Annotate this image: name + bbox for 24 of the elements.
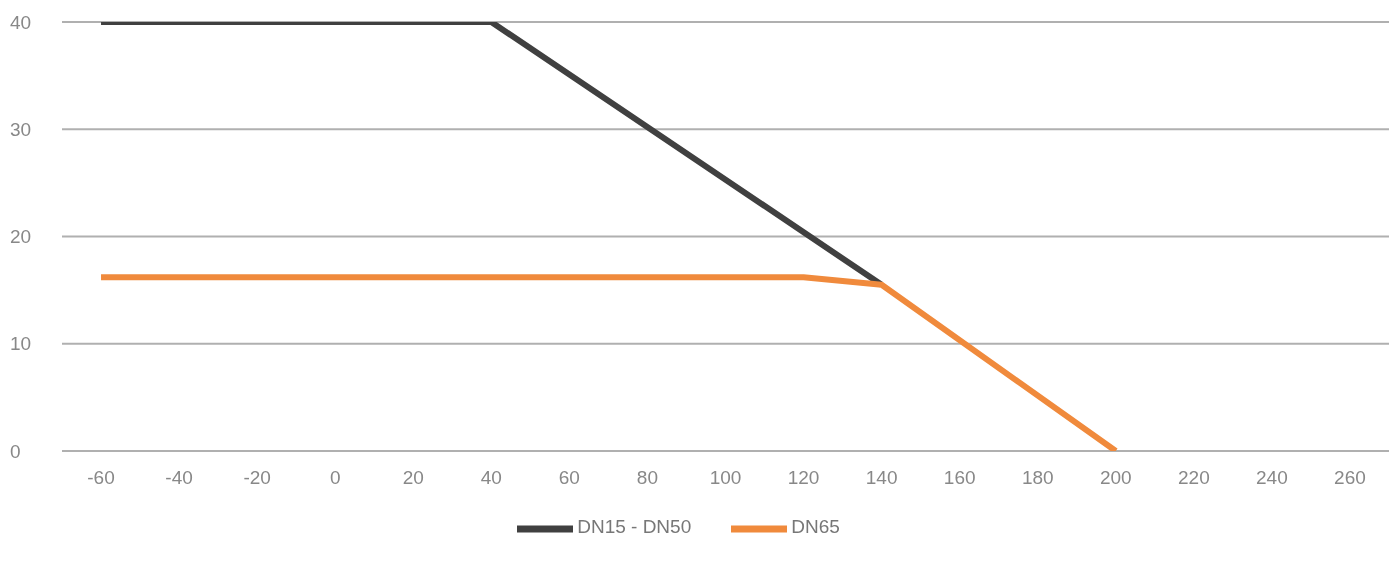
y-tick-label: 0 bbox=[10, 440, 21, 462]
x-tick-label: 80 bbox=[636, 467, 659, 489]
x-tick-label: 260 bbox=[1334, 467, 1366, 489]
x-tick-label: 40 bbox=[480, 467, 502, 489]
x-tick-label: 220 bbox=[1178, 467, 1210, 489]
x-tick-label: 60 bbox=[558, 467, 580, 489]
x-tick-label: 20 bbox=[402, 467, 424, 489]
legend-label: DN65 bbox=[791, 516, 840, 538]
x-tick-label: 240 bbox=[1256, 467, 1288, 489]
x-tick-label: 180 bbox=[1021, 467, 1054, 489]
y-tick-label: 40 bbox=[10, 11, 32, 33]
x-tick-label: 0 bbox=[329, 467, 341, 489]
x-tick-label: 160 bbox=[943, 467, 976, 489]
y-tick-label: 30 bbox=[10, 119, 32, 140]
x-tick-label: 100 bbox=[709, 467, 742, 489]
x-tick-label: 120 bbox=[787, 467, 820, 489]
y-tick-label: 10 bbox=[10, 333, 32, 355]
x-tick-label: -40 bbox=[165, 467, 193, 489]
x-tick-label: -20 bbox=[243, 467, 271, 489]
x-tick-label: -60 bbox=[87, 467, 115, 489]
x-tick-label: 200 bbox=[1099, 467, 1132, 489]
legend-label: DN15 - DN50 bbox=[577, 516, 692, 538]
x-tick-label: 140 bbox=[865, 467, 898, 489]
y-tick-label: 20 bbox=[10, 226, 32, 248]
